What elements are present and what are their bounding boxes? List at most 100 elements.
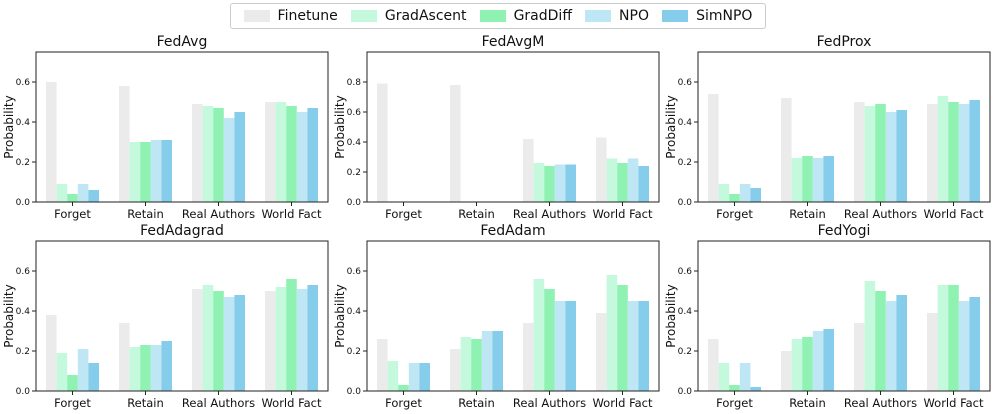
y-tick-label: 0.8 <box>347 78 362 88</box>
legend-item-finetune: Finetune <box>243 8 338 24</box>
bar-simnpo-forget <box>88 363 99 391</box>
bar-npo-retain <box>812 331 824 391</box>
x-tick-label: Real Authors <box>844 207 917 221</box>
bar-gradascent-world-fact <box>275 102 287 202</box>
bar-finetune-retain <box>781 98 792 202</box>
bar-npo-world-fact <box>958 104 970 202</box>
bar-npo-world-fact <box>296 112 308 202</box>
bar-finetune-world-fact <box>265 291 276 391</box>
y-tick-label: 0.6 <box>16 267 31 277</box>
y-tick-label: 0.2 <box>678 158 692 168</box>
bar-gradascent-world-fact <box>937 285 949 391</box>
bar-simnpo-forget <box>419 363 430 391</box>
bar-gradascent-forget <box>718 363 730 391</box>
bar-finetune-world-fact <box>927 313 938 391</box>
bar-graddiff-retain <box>471 339 482 391</box>
y-tick-label: 0.4 <box>16 307 31 317</box>
bar-finetune-forget <box>708 339 719 391</box>
bar-graddiff-real-authors <box>544 166 555 202</box>
x-tick-label: Retain <box>458 396 495 410</box>
bar-gradascent-retain <box>791 158 803 202</box>
plot-frame <box>35 240 329 392</box>
bar-simnpo-real-authors <box>234 295 245 391</box>
chart-fedadam: FedAdam Probability 0.0 0.2 0.4 0.6 Forget Reta… <box>333 223 660 410</box>
y-tick-label: 0.0 <box>678 387 693 397</box>
bar-finetune-forget <box>46 315 57 391</box>
bar-finetune-real-authors <box>192 289 203 391</box>
chart-title: FedAvgM <box>482 34 545 50</box>
bar-gradascent-real-authors <box>202 285 214 391</box>
x-tick-label: Forget <box>716 207 753 221</box>
bar-graddiff-world-fact <box>617 163 628 202</box>
bar-graddiff-real-authors <box>875 104 886 202</box>
legend-label-simnpo: SimNPO <box>696 8 753 24</box>
bar-graddiff-forget <box>67 375 78 391</box>
y-tick-label: 0.4 <box>678 307 693 317</box>
plot-frame <box>366 51 660 203</box>
bar-simnpo-real-authors <box>896 110 907 202</box>
bar-finetune-world-fact <box>596 137 607 202</box>
y-tick-label: 0.6 <box>678 267 693 277</box>
y-axis-label: Probability <box>2 284 16 347</box>
y-tick-label: 0.4 <box>347 307 362 317</box>
bar-finetune-world-fact <box>927 104 938 202</box>
bar-npo-retain <box>150 345 162 391</box>
plot-frame <box>697 51 991 203</box>
x-tick-label: Real Authors <box>844 396 917 410</box>
bar-npo-world-fact <box>627 301 639 391</box>
bar-npo-real-authors <box>223 297 235 391</box>
y-tick-label: 0.0 <box>16 387 31 397</box>
bar-finetune-retain <box>450 85 461 202</box>
bar-graddiff-real-authors <box>544 289 555 391</box>
x-tick-label: Forget <box>716 396 753 410</box>
bar-graddiff-world-fact <box>286 106 297 202</box>
y-tick-label: 0.0 <box>678 198 693 208</box>
bar-gradascent-world-fact <box>606 158 618 202</box>
bar-simnpo-retain <box>492 331 503 391</box>
y-tick-label: 0.6 <box>678 78 693 88</box>
bar-graddiff-real-authors <box>213 291 224 391</box>
y-tick-label: 0.2 <box>347 347 361 357</box>
bar-graddiff-world-fact <box>286 279 297 391</box>
x-tick-label: World Fact <box>592 396 653 410</box>
bar-gradascent-forget <box>387 361 399 391</box>
bar-simnpo-real-authors <box>896 295 907 391</box>
bar-finetune-retain <box>450 349 461 391</box>
plot-frame <box>35 51 329 203</box>
bar-npo-retain <box>481 331 493 391</box>
bar-gradascent-forget <box>718 184 730 202</box>
bar-npo-world-fact <box>296 289 308 391</box>
legend-swatch-simnpo <box>662 10 689 22</box>
bar-finetune-real-authors <box>523 323 534 391</box>
bar-npo-forget <box>77 349 89 391</box>
y-tick-label: 0.0 <box>347 198 362 208</box>
y-axis-label: Probability <box>664 95 678 158</box>
bar-gradascent-forget <box>56 184 68 202</box>
legend-swatch-npo <box>585 10 612 22</box>
chart-fedyogi: FedYogi Probability 0.0 0.2 0.4 0.6 Forget Reta… <box>664 223 991 410</box>
legend-item-simnpo: SimNPO <box>662 8 752 24</box>
x-tick-label: Real Authors <box>513 396 586 410</box>
x-tick-label: Retain <box>789 396 826 410</box>
x-tick-label: Forget <box>54 207 91 221</box>
y-tick-label: 0.6 <box>347 108 362 118</box>
bar-simnpo-world-fact <box>307 108 318 202</box>
y-tick-label: 0.2 <box>678 347 692 357</box>
bar-finetune-forget <box>377 339 388 391</box>
y-axis-label: Probability <box>2 95 16 158</box>
bar-gradascent-retain <box>129 142 141 202</box>
bar-graddiff-world-fact <box>948 102 959 202</box>
x-tick-label: World Fact <box>261 207 322 221</box>
y-tick-label: 0.4 <box>347 138 362 148</box>
bar-gradascent-real-authors <box>533 279 545 391</box>
legend-item-gradascent: GradAscent <box>350 8 467 24</box>
bar-simnpo-real-authors <box>565 301 576 391</box>
bar-gradascent-real-authors <box>202 106 214 202</box>
chart-fedadagrad: FedAdagrad Probability 0.0 0.2 0.4 0.6 Forget R… <box>2 223 329 410</box>
bar-npo-real-authors <box>223 118 235 202</box>
bar-gradascent-world-fact <box>275 287 287 391</box>
bar-simnpo-real-authors <box>234 112 245 202</box>
chart-title: FedAdagrad <box>140 223 224 239</box>
bar-finetune-retain <box>119 86 130 202</box>
